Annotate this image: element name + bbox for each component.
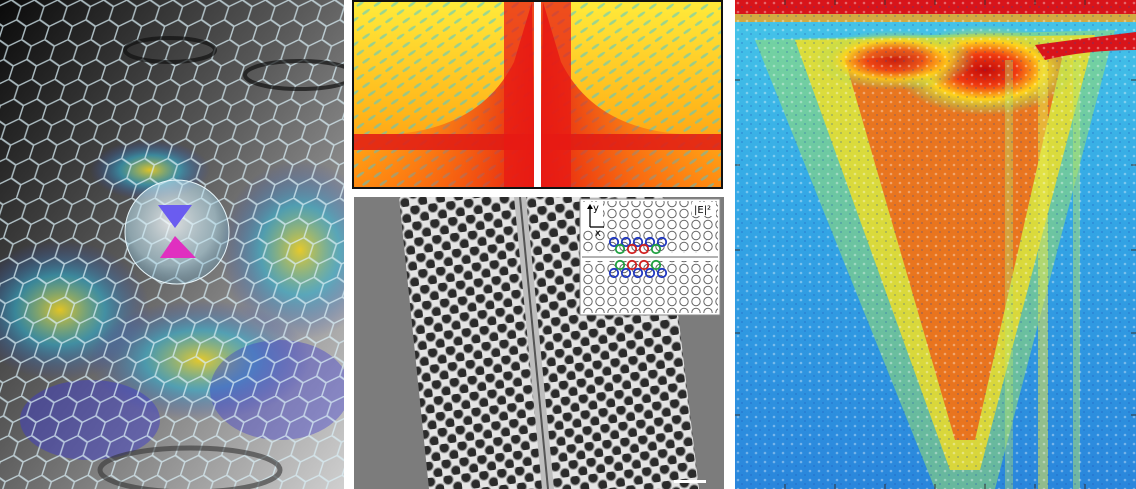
photonic-crystal-image: y x |E|² (354, 197, 724, 489)
inset-x-label: x (595, 228, 601, 239)
inset-y-label: y (593, 203, 599, 214)
graphene-illustration (0, 0, 344, 489)
photonic-crystal-micrograph: y x |E|² (354, 197, 724, 489)
mode-profile-inset: y x |E|² (579, 198, 721, 316)
graphene-lattice-illustration (0, 0, 344, 489)
scale-bar (674, 480, 706, 483)
spectral-heatmap (735, 0, 1136, 489)
electric-field-map (352, 0, 723, 189)
field-intensity-label: |E|² (694, 205, 711, 216)
electric-field-map-plot (354, 2, 721, 187)
axis-ticks (735, 0, 1136, 489)
spectral-heatmap-plot (735, 0, 1136, 489)
